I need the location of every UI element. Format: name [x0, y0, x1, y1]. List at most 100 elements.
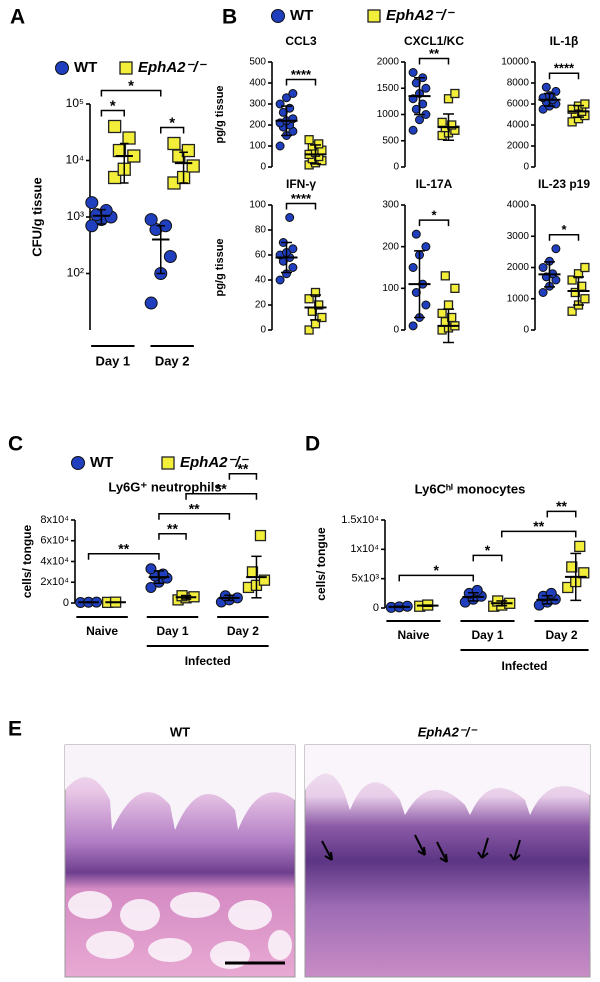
data-point: [408, 321, 418, 331]
legend-label: WT: [290, 7, 313, 24]
significance-bracket: [87, 553, 160, 560]
x-tick-label: Day 1: [95, 353, 130, 368]
data-point: [440, 271, 450, 281]
significance-bracket: [472, 554, 503, 562]
data-point: [181, 143, 196, 158]
significance-bracket: [158, 513, 231, 520]
legend-label: EphA2⁻/⁻: [386, 7, 456, 24]
x-tick-label: Naive: [86, 624, 118, 638]
legend-marker: [55, 61, 69, 75]
data-point: [288, 89, 298, 98]
image-title: WT: [170, 724, 190, 739]
y-tick-label: 2x10⁴: [40, 576, 69, 588]
y-tick-label: 4000: [507, 120, 530, 131]
data-point: [314, 300, 324, 310]
significance-label: **: [189, 500, 200, 516]
y-tick-label: 1500: [377, 83, 400, 94]
significance-bracket: [285, 202, 317, 210]
y-tick-label: 8x10⁴: [40, 514, 69, 526]
data-point: [541, 82, 551, 92]
data-point: [418, 99, 428, 109]
chart-title: CXCL1/KC: [404, 34, 464, 48]
legend-marker: [271, 9, 285, 23]
significance-label: *: [431, 208, 437, 223]
legend-marker: [367, 9, 381, 23]
data-point: [288, 244, 298, 254]
y-tick-label: 300: [382, 200, 399, 211]
y-tick-label: 0: [63, 597, 69, 609]
significance-bracket: [548, 234, 580, 241]
y-tick-label: 500: [249, 57, 266, 68]
data-point: [107, 119, 122, 134]
data-point: [437, 117, 447, 128]
x-tick-label: Day 2: [155, 353, 190, 368]
y-tick-label: 4x10⁴: [40, 555, 69, 567]
y-tick-label: 10³: [67, 209, 84, 223]
data-point: [275, 141, 285, 151]
significance-label: *: [434, 562, 440, 578]
data-point: [437, 308, 447, 318]
y-tick-label: 10000: [501, 57, 529, 68]
data-point: [580, 294, 590, 304]
data-point: [258, 574, 271, 586]
legend-marker: [71, 456, 85, 470]
legend-marker: [161, 456, 175, 470]
x-tick-label: Naive: [397, 628, 429, 642]
significance-bracket: [548, 72, 580, 80]
y-tick-label: 0: [373, 602, 379, 614]
data-point: [443, 300, 454, 310]
y-tick-label: 1000: [507, 293, 530, 304]
data-point: [567, 275, 577, 285]
significance-label: **: [216, 480, 227, 496]
significance-bracket: [160, 126, 185, 134]
x-tick-label: Day 1: [156, 624, 188, 638]
data-point: [421, 242, 431, 252]
histology-image-wt: [64, 744, 296, 978]
panel-letter: A: [10, 6, 25, 29]
significance-label: **: [533, 518, 544, 534]
legend-marker: [119, 61, 133, 75]
chart-title: CCL3: [285, 34, 317, 48]
data-point: [570, 287, 580, 298]
significance-bracket: [418, 219, 450, 227]
significance-bracket: [546, 510, 577, 518]
panel-letter: E: [8, 718, 22, 741]
legend-label: WT: [90, 454, 113, 471]
data-point: [144, 296, 158, 310]
data-point: [538, 263, 548, 272]
y-tick-label: 1000: [377, 109, 400, 120]
data-point: [580, 99, 590, 109]
data-point: [85, 219, 99, 233]
data-point: [317, 312, 327, 323]
data-point: [288, 263, 298, 272]
data-point: [304, 294, 314, 304]
y-tick-label: 4000: [507, 200, 530, 211]
y-tick-label: 40: [255, 275, 267, 286]
y-tick-label: 0: [523, 325, 529, 336]
data-point: [411, 229, 421, 239]
panel-letter: C: [8, 433, 23, 456]
chart-title: Ly6G⁺ neutrophils: [108, 479, 221, 494]
data-point: [408, 68, 418, 77]
y-tick-label: 10⁴: [65, 153, 84, 167]
significance-label: ****: [291, 67, 312, 82]
data-point: [562, 581, 574, 594]
significance-label: *: [485, 542, 491, 558]
data-point: [411, 104, 421, 114]
chart-title: IL-23 p19: [538, 177, 590, 191]
y-tick-label: 100: [249, 141, 266, 152]
data-point: [421, 83, 431, 93]
data-point: [282, 93, 291, 103]
significance-label: *: [110, 97, 116, 114]
data-point: [447, 120, 457, 130]
data-point: [411, 288, 421, 297]
significance-label: **: [167, 520, 178, 536]
y-axis-label: pg/g tissue: [214, 238, 226, 296]
data-point: [567, 306, 577, 316]
data-point: [144, 213, 158, 227]
significance-label: ****: [291, 191, 312, 206]
significance-bracket: [100, 109, 125, 117]
significance-bracket: [398, 574, 475, 582]
y-tick-label: 60: [255, 250, 267, 261]
